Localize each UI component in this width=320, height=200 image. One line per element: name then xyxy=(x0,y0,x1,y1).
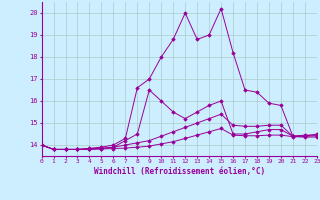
X-axis label: Windchill (Refroidissement éolien,°C): Windchill (Refroidissement éolien,°C) xyxy=(94,167,265,176)
